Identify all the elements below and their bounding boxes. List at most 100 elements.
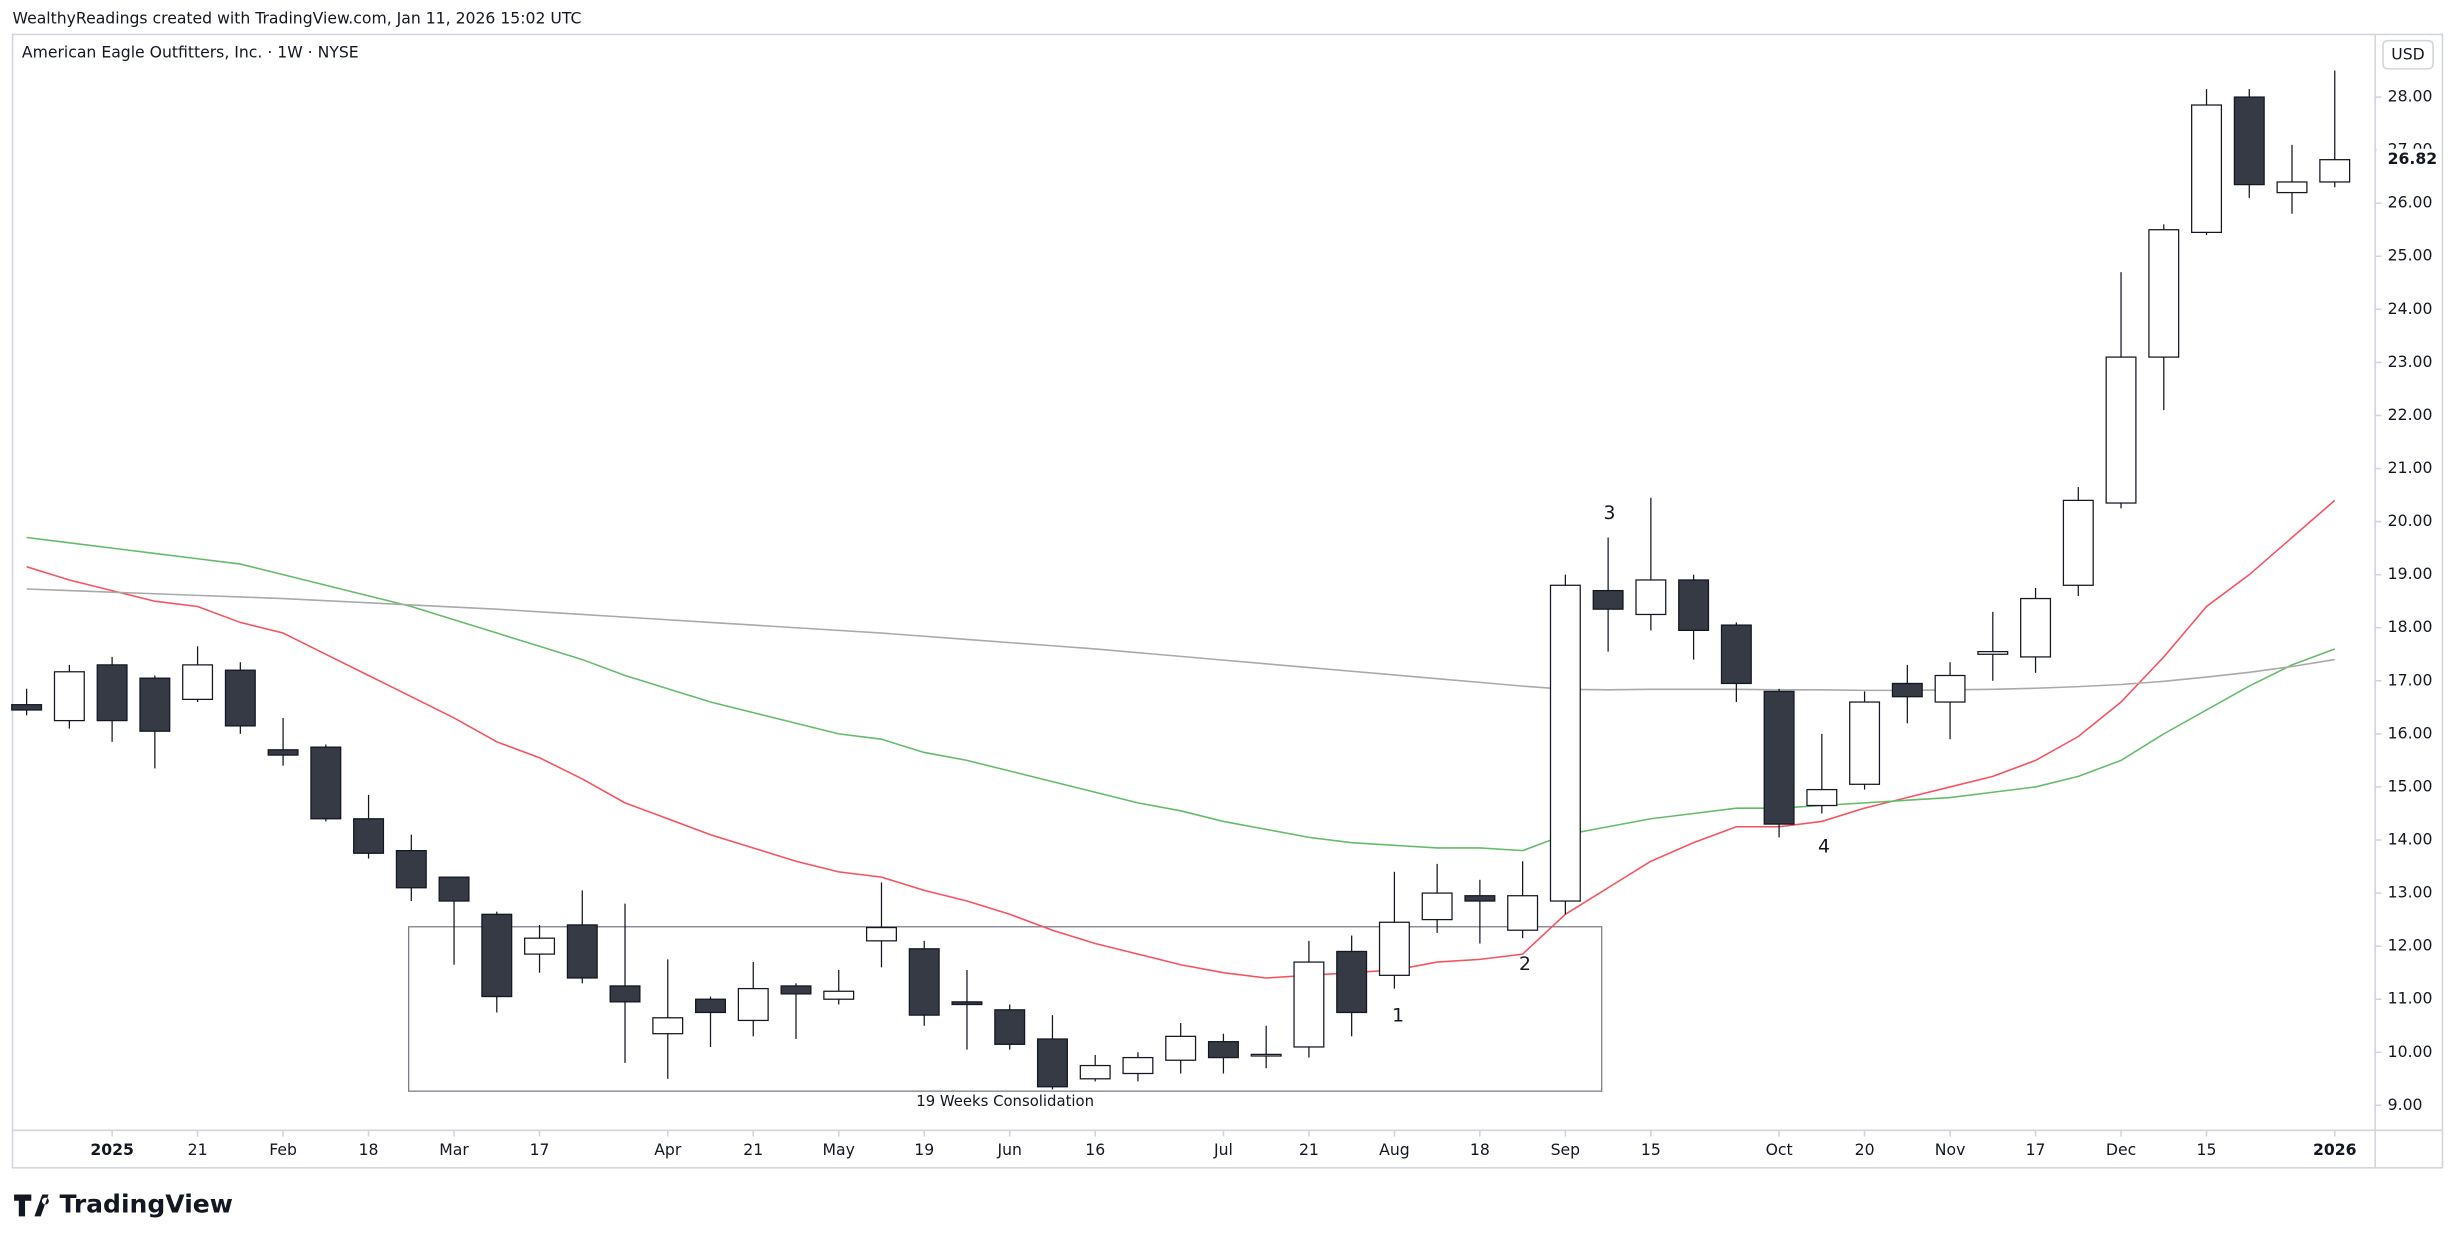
plot: 3 2 1 4 19 Weeks Consolidation — [11, 70, 2351, 1110]
last-price-label: 26.82 — [2388, 149, 2437, 168]
y-tick-label: 12.00 — [2388, 936, 2433, 955]
y-tick-label: 18.00 — [2388, 617, 2433, 636]
y-tick-label: 24.00 — [2388, 299, 2433, 318]
candle-body — [1977, 650, 2009, 655]
y-tick-label: 23.00 — [2388, 352, 2433, 371]
candle-body — [481, 913, 513, 998]
candle-body — [1122, 1056, 1154, 1075]
candle-body — [652, 1017, 684, 1035]
candle-body — [1165, 1035, 1197, 1061]
candle-body — [1806, 788, 1838, 807]
y-tick-label: 28.00 — [2388, 87, 2433, 106]
y-tick-label: 15.00 — [2388, 776, 2433, 795]
y-tick-label: 19.00 — [2388, 564, 2433, 583]
x-tick-label: 15 — [1641, 1140, 1661, 1159]
last-price-tag — [2376, 148, 2437, 171]
candle-body — [1678, 579, 1710, 632]
x-tick-label: Oct — [1766, 1140, 1793, 1159]
brand-text: TradingView — [59, 1189, 232, 1218]
y-tick-label: 25.00 — [2388, 246, 2433, 265]
candle-body — [11, 704, 43, 711]
candle-body — [2062, 499, 2094, 586]
x-tick-label: May — [823, 1140, 855, 1159]
x-tick-label: Apr — [654, 1140, 682, 1159]
wave-label: 3 — [1604, 503, 1616, 524]
candle-body — [566, 924, 598, 979]
box-label: 19 Weeks Consolidation — [916, 1092, 1094, 1110]
x-tick-label: 17 — [2026, 1140, 2046, 1159]
x-tick-label: 21 — [188, 1140, 208, 1159]
candle-body — [1378, 921, 1410, 976]
x-tick-label: Feb — [269, 1140, 297, 1159]
x-tick-label: 16 — [1085, 1140, 1105, 1159]
candle-body — [1507, 895, 1539, 931]
candle-body — [1336, 950, 1368, 1014]
candle-body — [1763, 690, 1795, 825]
x-tick-label: Dec — [2106, 1140, 2136, 1159]
candle-body — [1934, 674, 1966, 703]
candle-body — [1549, 584, 1581, 902]
candle-body — [1464, 895, 1496, 902]
x-tick-label: 2025 — [90, 1140, 134, 1159]
candle-body — [865, 926, 897, 942]
candle-body — [2148, 229, 2180, 358]
moving-average-line — [26, 536, 2336, 852]
header-text: WealthyReadings created with TradingView… — [13, 8, 582, 27]
x-tick-label: 21 — [1299, 1140, 1319, 1159]
x-tick-label: 20 — [1855, 1140, 1875, 1159]
moving-average-line — [26, 499, 2336, 979]
candle-body — [780, 985, 812, 995]
symbol-title: American Eagle Outfitters, Inc. · 1W · N… — [22, 43, 359, 62]
candle-body — [1079, 1064, 1111, 1080]
currency: USD — [2391, 44, 2424, 63]
candle-body — [224, 669, 256, 727]
candle-body — [695, 998, 727, 1014]
candle-body — [1891, 682, 1923, 698]
y-tick-label: 16.00 — [2388, 723, 2433, 742]
x-tick-label: Jun — [996, 1140, 1021, 1159]
candle-body — [1207, 1041, 1239, 1059]
candle-body — [2319, 159, 2351, 183]
candle-body — [1720, 624, 1752, 685]
candle-body — [524, 937, 556, 955]
candle-body — [395, 849, 427, 889]
x-tick-label: 18 — [1470, 1140, 1490, 1159]
consolidation-box — [408, 926, 1603, 1092]
candle-body — [994, 1009, 1026, 1045]
candle-body — [1421, 892, 1453, 921]
wave-label: 1 — [1392, 1006, 1404, 1027]
candle-body — [908, 948, 940, 1016]
candle-body — [2020, 597, 2052, 658]
x-tick-label: 2026 — [2313, 1140, 2357, 1159]
x-tick-label: Sep — [1551, 1140, 1581, 1159]
wave-label: 2 — [1519, 954, 1531, 975]
y-tick-label: 26.00 — [2388, 193, 2433, 212]
candle-body — [267, 749, 299, 756]
candle-body — [438, 876, 470, 902]
candle-body — [182, 664, 214, 701]
candle-body — [1635, 579, 1667, 616]
candle-body — [1036, 1038, 1068, 1088]
y-tick-label: 20.00 — [2388, 511, 2433, 530]
x-tick-label: 15 — [2197, 1140, 2217, 1159]
x-tick-label: 17 — [530, 1140, 550, 1159]
y-tick-label: 13.00 — [2388, 883, 2433, 902]
candle-body — [1250, 1053, 1282, 1057]
candle-body — [1592, 589, 1624, 610]
candle-body — [1849, 701, 1881, 785]
candle-body — [1293, 961, 1325, 1048]
candle-body — [609, 985, 641, 1003]
candle-body — [2191, 104, 2223, 234]
y-tick-label: 21.00 — [2388, 458, 2433, 477]
candle-body — [737, 987, 769, 1022]
currency-box[interactable] — [2382, 39, 2434, 70]
candle-body — [2276, 181, 2308, 194]
candle-body — [310, 746, 342, 820]
candle-body — [2233, 96, 2265, 186]
x-tick-label: 18 — [359, 1140, 379, 1159]
x-tick-label: Jul — [1213, 1140, 1233, 1159]
candle-body — [2105, 356, 2137, 504]
brand-logo: TradingView — [14, 1189, 233, 1218]
wave-label: 4 — [1818, 836, 1830, 857]
